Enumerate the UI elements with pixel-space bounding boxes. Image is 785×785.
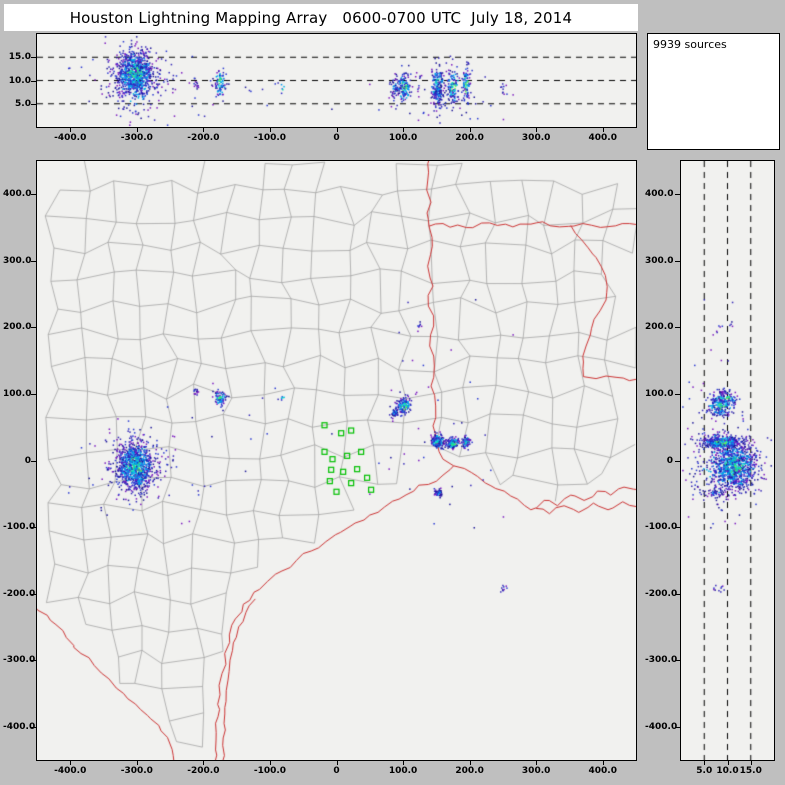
tick-label: 300.0	[3, 255, 32, 266]
tick-label: -400.0	[645, 721, 678, 732]
tick-label: 5.0	[696, 766, 713, 776]
tick-label: 400.0	[645, 189, 674, 200]
tick-mark	[31, 527, 36, 529]
tick-label: 15.0	[739, 766, 762, 776]
tick-label: 300.0	[645, 255, 674, 266]
tick-label: 0	[24, 455, 31, 466]
tick-mark	[675, 726, 680, 728]
tick-mark	[675, 527, 680, 529]
tick-label: -100.0	[253, 133, 287, 143]
tick-mark	[31, 726, 36, 728]
ns-altitude-plot[interactable]	[681, 161, 774, 760]
tick-label: 10.0	[8, 75, 31, 86]
tick-mark	[269, 761, 271, 765]
tick-mark	[675, 260, 680, 262]
tick-mark	[31, 393, 36, 395]
tick-mark	[469, 761, 471, 765]
panel-ns-altitude	[680, 160, 775, 761]
tick-label: -100.0	[645, 522, 678, 533]
tick-label: -200.0	[645, 588, 678, 599]
tick-mark	[675, 327, 680, 329]
tick-label: 200.0	[645, 322, 674, 333]
tick-label: 200.0	[3, 322, 32, 333]
tick-label: -300.0	[3, 655, 36, 666]
tick-mark	[31, 593, 36, 595]
tick-mark	[675, 593, 680, 595]
tick-mark	[70, 128, 72, 132]
tick-mark	[31, 103, 36, 105]
tick-mark	[136, 761, 138, 765]
tick-label: 200.0	[455, 133, 484, 143]
tick-label: -400.0	[54, 133, 87, 143]
tick-label: 100.0	[3, 388, 32, 399]
tick-label: -300.0	[120, 766, 153, 776]
sources-count-box: 9939 sources	[647, 33, 780, 150]
tick-mark	[203, 761, 205, 765]
tick-mark	[203, 128, 205, 132]
tick-mark	[70, 761, 72, 765]
tick-label: 15.0	[8, 52, 31, 63]
tick-label: -200.0	[187, 766, 220, 776]
tick-label: 100.0	[388, 133, 418, 143]
tick-mark	[403, 761, 405, 765]
panel-plan-view	[36, 160, 637, 761]
tick-label: 0	[666, 455, 673, 466]
tick-label: 100.0	[388, 766, 418, 776]
tick-label: 400.0	[3, 189, 32, 200]
tick-mark	[269, 128, 271, 132]
tick-mark	[602, 761, 604, 765]
tick-label: 5.0	[15, 98, 31, 109]
tick-label: -200.0	[3, 588, 36, 599]
sources-count: 9939 sources	[653, 38, 727, 51]
tick-label: 300.0	[521, 133, 551, 143]
tick-label: -300.0	[120, 133, 153, 143]
tick-label: -100.0	[3, 522, 36, 533]
tick-mark	[469, 128, 471, 132]
tick-mark	[536, 761, 538, 765]
tick-label: -400.0	[54, 766, 87, 776]
tick-label: 200.0	[455, 766, 484, 776]
tick-mark	[31, 260, 36, 262]
tick-label: 100.0	[645, 388, 674, 399]
title-bar: Houston Lightning Mapping Array 0600-070…	[4, 4, 638, 31]
tick-mark	[336, 761, 338, 765]
tick-label: -400.0	[3, 721, 36, 732]
tick-mark	[675, 660, 680, 662]
tick-mark	[704, 761, 706, 765]
tick-label: 400.0	[588, 766, 617, 776]
page-title: Houston Lightning Mapping Array 0600-070…	[69, 8, 573, 27]
tick-label: -300.0	[645, 655, 678, 666]
panel-ew-altitude	[36, 33, 637, 128]
tick-mark	[727, 761, 729, 765]
tick-label: 0	[333, 133, 340, 143]
tick-mark	[136, 128, 138, 132]
tick-mark	[31, 660, 36, 662]
ew-altitude-plot[interactable]	[37, 34, 636, 127]
tick-label: 10.0	[716, 766, 739, 776]
tick-mark	[31, 80, 36, 82]
tick-mark	[31, 57, 36, 59]
tick-mark	[31, 194, 36, 196]
tick-mark	[675, 393, 680, 395]
tick-mark	[536, 128, 538, 132]
tick-mark	[31, 460, 36, 462]
tick-label: 300.0	[521, 766, 551, 776]
tick-label: -100.0	[253, 766, 287, 776]
tick-mark	[336, 128, 338, 132]
tick-mark	[750, 761, 752, 765]
tick-mark	[403, 128, 405, 132]
plan-view-map[interactable]	[37, 161, 636, 760]
tick-label: -200.0	[187, 133, 220, 143]
tick-mark	[675, 460, 680, 462]
tick-mark	[602, 128, 604, 132]
tick-label: 0	[333, 766, 340, 776]
tick-mark	[675, 194, 680, 196]
tick-mark	[31, 327, 36, 329]
tick-label: 400.0	[588, 133, 617, 143]
